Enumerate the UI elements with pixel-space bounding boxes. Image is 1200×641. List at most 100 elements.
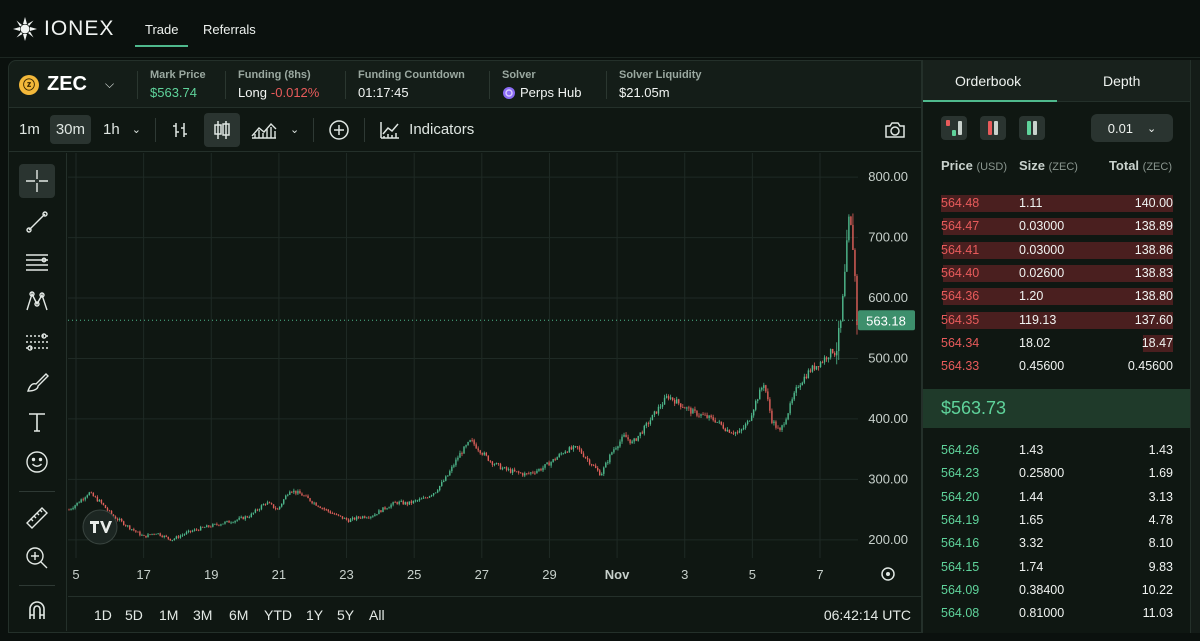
range-6m[interactable]: 6M xyxy=(229,607,249,623)
fib-icon[interactable] xyxy=(19,325,55,359)
candle-body xyxy=(345,517,348,520)
range-ytd[interactable]: YTD xyxy=(264,607,292,623)
candle-body xyxy=(560,453,562,455)
candle-body xyxy=(98,499,101,502)
ask-row[interactable]: 564.33 0.45600 0.45600 xyxy=(923,355,1191,378)
tab-depth[interactable]: Depth xyxy=(1103,73,1141,89)
candle-body xyxy=(532,472,534,474)
chart-panel: 1m 30m 1h ⌄ ⌄ Indicators xyxy=(8,108,922,633)
interval-1h[interactable]: 1h xyxy=(103,121,120,138)
nav-tab-referrals[interactable]: Referrals xyxy=(203,22,256,37)
candle-body xyxy=(339,515,342,517)
area-chart-icon[interactable] xyxy=(244,114,284,146)
candlestick-icon[interactable] xyxy=(203,112,240,147)
ask-row[interactable]: 564.47 0.03000 138.89 xyxy=(923,215,1191,238)
bid-total: 3.13 xyxy=(1148,489,1173,504)
candle-body xyxy=(592,465,595,467)
brush-icon[interactable] xyxy=(19,365,55,399)
pattern-icon[interactable] xyxy=(19,285,55,319)
candle-body xyxy=(819,362,822,368)
candle-body xyxy=(542,467,544,471)
zoom-in-icon[interactable] xyxy=(19,541,55,575)
candle-body xyxy=(684,407,686,409)
ruler-icon[interactable] xyxy=(19,501,55,535)
candle-body xyxy=(603,467,605,474)
ask-row[interactable]: 564.35 119.13 137.60 xyxy=(923,309,1191,332)
magnet-icon[interactable] xyxy=(19,593,55,627)
trend-line-icon[interactable] xyxy=(19,205,55,239)
candle-body xyxy=(394,502,396,503)
candle-body xyxy=(398,501,400,504)
bid-row[interactable]: 564.08 0.81000 11.03 xyxy=(923,602,1191,625)
candle-body xyxy=(418,499,421,501)
interval-1m[interactable]: 1m xyxy=(19,121,40,138)
bid-row[interactable]: 564.09 0.38400 10.22 xyxy=(923,579,1191,602)
emoji-icon[interactable] xyxy=(19,445,55,479)
candle-body xyxy=(817,366,820,368)
market-selector[interactable]: ⓩ ZEC ⌵ xyxy=(19,73,114,96)
interval-30m[interactable]: 30m xyxy=(49,115,92,144)
ask-row[interactable]: 564.48 1.11 140.00 xyxy=(923,192,1191,215)
candle-body xyxy=(469,440,471,442)
candle-body xyxy=(159,533,161,536)
add-compare-icon[interactable] xyxy=(322,113,356,147)
range-3m[interactable]: 3M xyxy=(193,607,213,623)
perps-hub-icon xyxy=(503,86,515,99)
candle-body xyxy=(757,399,759,401)
view-bids-icon[interactable] xyxy=(1019,116,1045,140)
candle-body xyxy=(688,407,690,409)
bid-price: 564.26 xyxy=(941,443,980,457)
crosshair-icon[interactable] xyxy=(19,164,55,198)
bid-row[interactable]: 564.26 1.43 1.43 xyxy=(923,439,1191,462)
candle-body xyxy=(696,410,698,416)
range-5d[interactable]: 5D xyxy=(125,607,143,623)
tick-size-select[interactable]: 0.01 ⌄ xyxy=(1091,114,1173,142)
bid-row[interactable]: 564.20 1.44 3.13 xyxy=(923,486,1191,509)
bid-total: 9.83 xyxy=(1148,559,1173,574)
candle-body xyxy=(704,414,706,416)
chart-type-chevron-down-icon[interactable]: ⌄ xyxy=(289,124,300,136)
range-1m[interactable]: 1M xyxy=(159,607,179,623)
candle-body xyxy=(767,391,769,400)
tab-orderbook[interactable]: Orderbook xyxy=(955,73,1022,89)
candle-body xyxy=(546,462,548,465)
view-both-icon[interactable] xyxy=(941,116,967,140)
camera-icon[interactable] xyxy=(877,114,913,146)
bid-row[interactable]: 564.23 0.25800 1.69 xyxy=(923,462,1191,485)
candle-body xyxy=(222,523,224,525)
candle-body xyxy=(744,424,747,428)
settings-gear-icon[interactable] xyxy=(881,567,895,581)
candle-body xyxy=(228,520,230,523)
candle-body xyxy=(605,462,607,468)
range-1y[interactable]: 1Y xyxy=(306,607,324,623)
candle-body xyxy=(179,535,182,538)
orderbook-tabs: Orderbook Depth xyxy=(923,60,1191,102)
ask-row[interactable]: 564.41 0.03000 138.86 xyxy=(923,239,1191,262)
ask-row[interactable]: 564.34 18.02 18.47 xyxy=(923,332,1191,355)
bid-row[interactable]: 564.15 1.74 9.83 xyxy=(923,556,1191,579)
nav-tab-trade[interactable]: Trade xyxy=(134,22,190,47)
candle-body xyxy=(206,525,208,528)
interval-chevron-down-icon[interactable]: ⌄ xyxy=(131,124,141,136)
ask-row[interactable]: 564.36 1.20 138.80 xyxy=(923,285,1191,308)
view-asks-icon[interactable] xyxy=(980,116,1006,140)
brand-logo[interactable]: IONEX xyxy=(12,16,114,42)
bid-row[interactable]: 564.19 1.65 4.78 xyxy=(923,509,1191,532)
range-all[interactable]: All xyxy=(369,607,385,623)
bar-chart-icon[interactable] xyxy=(164,114,196,146)
tradingview-logo[interactable] xyxy=(82,509,118,545)
price-chart[interactable]: 800.00 700.00 600.00 500.00 400.00 300.00 200.… xyxy=(68,153,921,596)
bid-row[interactable]: 564.16 3.32 8.10 xyxy=(923,532,1191,555)
chevron-down-icon[interactable]: ⌵ xyxy=(105,77,115,91)
candle-body xyxy=(643,425,646,434)
horizontal-lines-icon[interactable] xyxy=(19,245,55,279)
indicators-button[interactable]: Indicators xyxy=(373,114,480,146)
candle-body xyxy=(76,502,78,506)
candle-body xyxy=(376,514,378,515)
text-icon[interactable] xyxy=(19,405,55,439)
zcash-coin-icon: ⓩ xyxy=(19,74,39,95)
range-5y[interactable]: 5Y xyxy=(337,607,355,623)
ask-row[interactable]: 564.40 0.02600 138.83 xyxy=(923,262,1191,285)
range-1d[interactable]: 1D xyxy=(94,607,112,623)
candle-body xyxy=(289,491,291,495)
